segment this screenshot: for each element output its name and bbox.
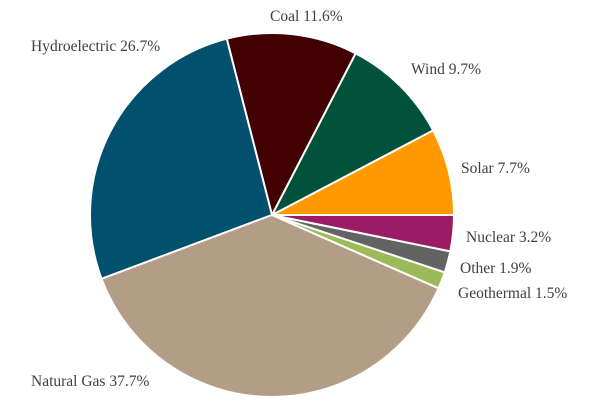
pie-slices <box>89 32 456 398</box>
label-other: Other 1.9% <box>460 260 532 277</box>
slice-nuclear <box>271 214 456 253</box>
slice-coal <box>225 32 357 218</box>
label-geothermal: Geothermal 1.5% <box>458 285 568 302</box>
slice-hydroelectric <box>89 37 274 281</box>
label-nuclear: Nuclear 3.2% <box>466 229 552 246</box>
label-natural-gas: Natural Gas 37.7% <box>31 373 150 390</box>
label-wind: Wind 9.7% <box>411 61 481 78</box>
label-hydroelectric: Hydroelectric 26.7% <box>31 38 161 55</box>
slice-wind <box>269 52 435 218</box>
slice-natural-gas <box>100 213 440 398</box>
label-coal: Coal 11.6% <box>270 8 343 25</box>
label-solar: Solar 7.7% <box>461 160 530 177</box>
